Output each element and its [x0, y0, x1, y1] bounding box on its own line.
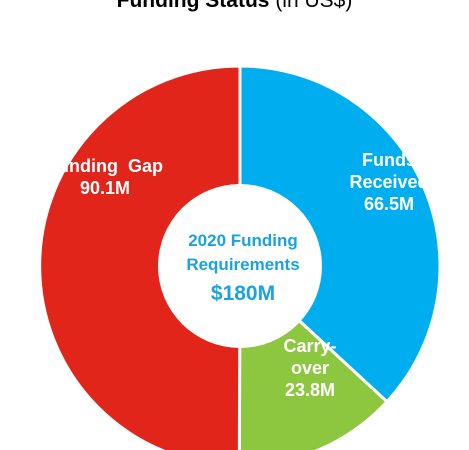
center-label-line: 2020 Funding — [188, 231, 298, 250]
center-total-value: $180M — [211, 282, 275, 305]
slice-name-label: Received — [349, 172, 428, 192]
slice-name-label: Carry- — [283, 336, 336, 356]
chart-title: Funding Status — [116, 0, 270, 12]
slice-funds-received — [238, 64, 442, 404]
chart-subtitle: (in US$) — [275, 0, 353, 12]
slice-funding-gap — [38, 64, 242, 450]
slice-name-label: Funding Gap — [47, 156, 163, 176]
donut-hole — [158, 184, 322, 348]
center-label-line: Requirements — [186, 255, 299, 274]
slice-value-label: 23.8M — [285, 380, 335, 400]
slice-name-label: Funds — [362, 150, 416, 170]
center-labels: 2020 Funding Requirements $180M — [186, 231, 299, 305]
chart-title-row: Funding Status (in US$) — [0, 0, 469, 13]
slice-name-label: over — [291, 358, 329, 378]
slice-value-label: 66.5M — [364, 194, 414, 214]
slice-value-label: 90.1M — [80, 178, 130, 198]
